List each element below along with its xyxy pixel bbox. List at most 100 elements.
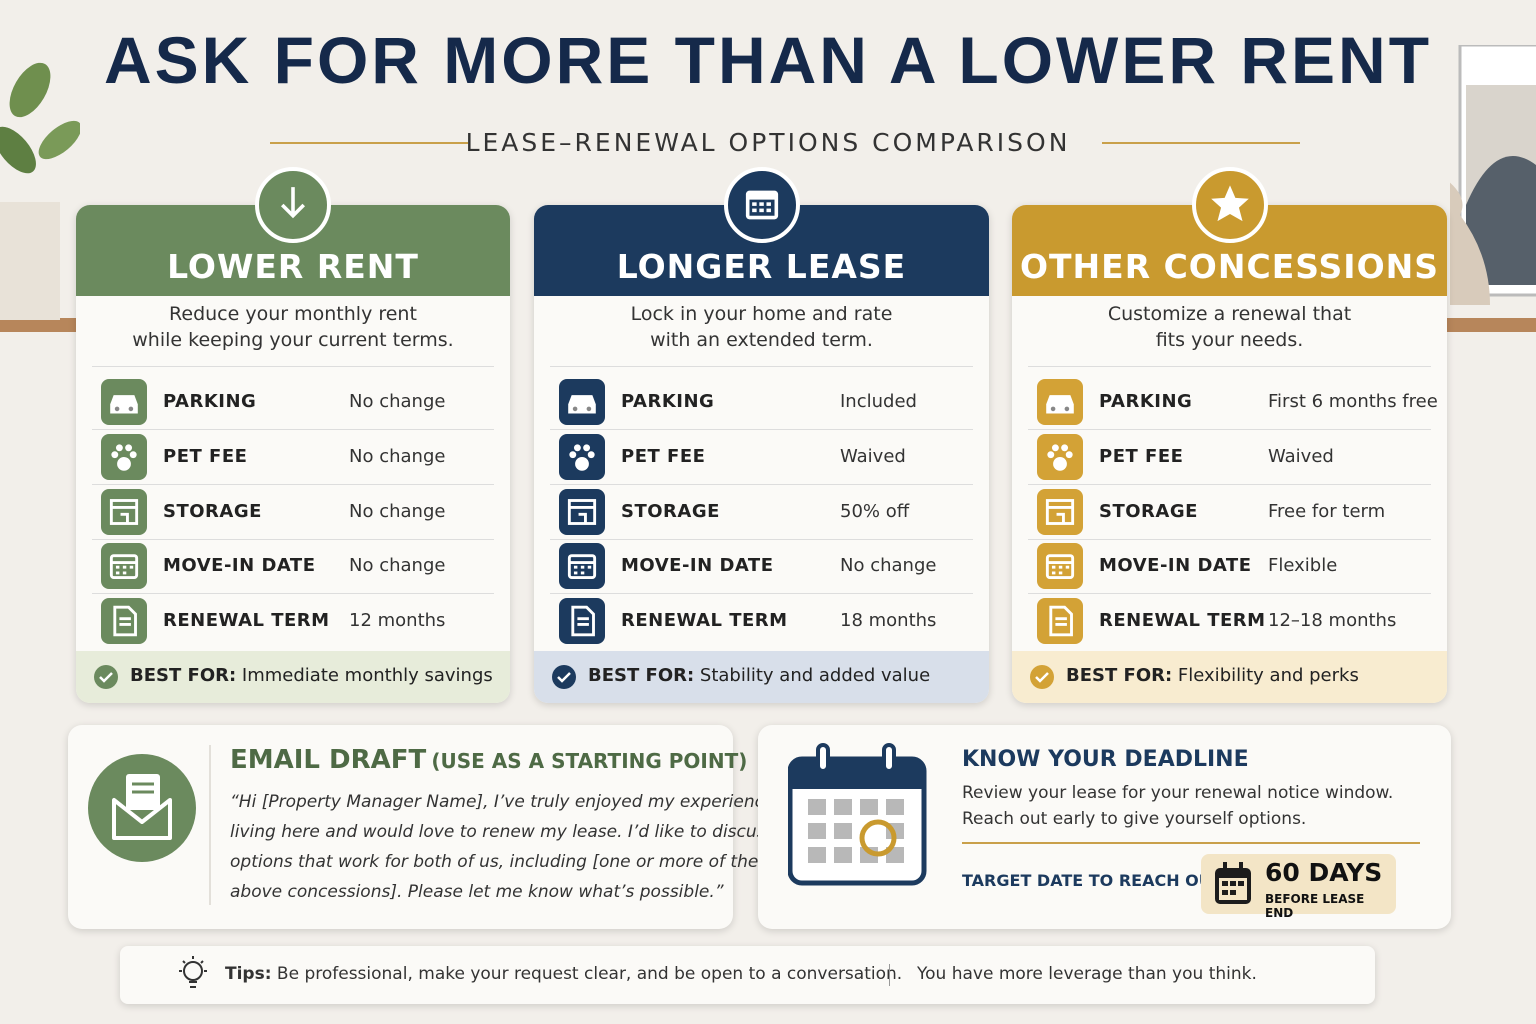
deadline-text: Reach out early to give yourself options… [962,809,1307,829]
tips-note: You have more leverage than you think. [917,964,1257,984]
divider [92,593,494,595]
wall-frame [1450,45,1536,305]
row-label: PET FEE [1099,445,1184,467]
row-label: PET FEE [621,445,706,467]
email-panel: EMAIL DRAFT (USE AS A STARTING POINT) “H… [68,725,774,929]
divider [1028,483,1431,485]
tips-panel: Tips: Be professional, make your request… [120,946,1375,1004]
divider [550,366,973,367]
best-for-label: BEST FOR: [588,665,695,686]
best-for: BEST FOR: Flexibility and perks [1012,651,1447,703]
row-value: 12–18 months [1268,610,1397,632]
check-icon [94,665,118,689]
email-line: “Hi [Property Manager Name], I’ve truly … [230,792,775,812]
row-label: PARKING [1099,391,1193,412]
row-label: RENEWAL TERM [621,610,788,632]
icon [1046,395,1074,414]
divider [92,483,494,485]
row-label: STORAGE [621,500,720,522]
row-label: STORAGE [1099,500,1198,522]
email-subtitle: (USE AS A STARTING POINT) [431,749,748,773]
divider [1028,593,1431,595]
row-value: Included [840,391,917,412]
row-icon [1037,598,1083,645]
rule [1102,142,1300,144]
icon [110,395,138,414]
best-for: BEST FOR: Stability and added value [534,651,989,703]
card-icon [723,167,800,243]
days-note: BEFORE LEASE END [1265,892,1365,920]
best-for-label: BEST FOR: [130,665,237,686]
row-icon [101,433,147,480]
email-icon [88,754,196,862]
card-description: Customize a renewal that [1107,303,1352,325]
icon [1045,554,1075,580]
icon [111,444,137,471]
icon [568,395,596,414]
tips-label: Tips: [225,964,272,984]
shelf [1440,318,1536,332]
subtitle: LEASE–RENEWAL OPTIONS COMPARISON [465,128,1071,157]
icon [109,498,139,525]
row-icon [1037,543,1083,590]
email-line: options that work for both of us, includ… [230,852,759,872]
email-title: EMAIL DRAFT [230,745,427,775]
row-icon [559,433,605,480]
divider [92,429,494,430]
row-value: 12 months [349,610,446,632]
plant [0,62,80,320]
row-icon [559,543,605,590]
divider [1028,429,1431,430]
card-description: fits your needs. [1155,329,1304,351]
check-icon [1030,665,1054,689]
divider [1028,538,1431,540]
icon [745,190,778,220]
row-label: PARKING [163,391,257,412]
icon [571,605,595,637]
card-icon [1191,167,1268,243]
title: ASK FOR MORE THAN A LOWER RENT [103,23,1433,97]
divider [550,483,973,485]
bulb-icon [179,956,207,988]
check [99,672,113,683]
row-value: Waived [1268,445,1334,467]
tips-text: Be professional, make your request clear… [276,964,903,984]
divider [1028,366,1431,367]
row-icon [1037,379,1083,425]
rule [270,142,468,144]
best-for-text: Flexibility and perks [1177,665,1359,686]
check [1035,672,1049,683]
divider [92,538,494,540]
row-icon [101,379,147,425]
email-line: above concessions]. Please let me know w… [230,882,724,902]
row-value: No change [349,555,446,577]
row-icon [559,379,605,425]
card-icon [255,167,331,243]
icon [567,554,597,580]
divider [550,429,973,430]
card-description: while keeping your current terms. [132,329,454,351]
row-label: RENEWAL TERM [163,610,330,632]
row-icon [1037,433,1083,480]
row-value: 50% off [840,500,910,522]
row-value: No change [349,445,446,467]
divider [550,593,973,595]
calendar-icon [788,743,927,886]
card-description: Lock in your home and rate [630,303,893,325]
deadline-panel: KNOW YOUR DEADLINE Review your lease for… [758,725,1451,929]
icon [280,187,306,219]
icon [1049,605,1073,637]
row-icon [559,488,605,535]
check-icon [552,665,576,689]
option-card: LONGER LEASE Lock in your home and rate wi… [534,205,989,703]
divider [550,538,973,540]
option-card: LOWER RENT Reduce your monthly rent while … [76,205,510,703]
option-card: OTHER CONCESSIONS Customize a renewal tha… [1012,205,1447,703]
row-label: PARKING [621,391,715,412]
row-label: MOVE-IN DATE [1099,555,1252,577]
best-for-label: BEST FOR: [1066,665,1173,686]
icon [1045,498,1075,525]
row-value: Free for term [1268,500,1386,522]
row-value: No change [840,555,937,577]
